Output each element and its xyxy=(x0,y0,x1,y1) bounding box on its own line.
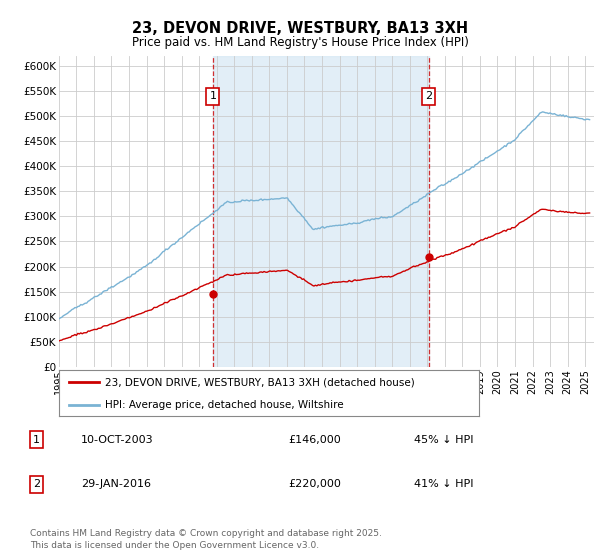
Text: 2: 2 xyxy=(425,91,432,101)
Text: 10-OCT-2003: 10-OCT-2003 xyxy=(81,435,154,445)
Text: 45% ↓ HPI: 45% ↓ HPI xyxy=(414,435,473,445)
Text: £220,000: £220,000 xyxy=(288,479,341,489)
Text: £146,000: £146,000 xyxy=(288,435,341,445)
Text: 41% ↓ HPI: 41% ↓ HPI xyxy=(414,479,473,489)
Text: 29-JAN-2016: 29-JAN-2016 xyxy=(81,479,151,489)
Text: 23, DEVON DRIVE, WESTBURY, BA13 3XH (detached house): 23, DEVON DRIVE, WESTBURY, BA13 3XH (det… xyxy=(105,377,415,388)
Text: 1: 1 xyxy=(209,91,217,101)
Bar xyxy=(213,56,429,367)
Text: Price paid vs. HM Land Registry's House Price Index (HPI): Price paid vs. HM Land Registry's House … xyxy=(131,36,469,49)
Text: 23, DEVON DRIVE, WESTBURY, BA13 3XH: 23, DEVON DRIVE, WESTBURY, BA13 3XH xyxy=(132,21,468,36)
Text: HPI: Average price, detached house, Wiltshire: HPI: Average price, detached house, Wilt… xyxy=(105,400,344,410)
Text: Contains HM Land Registry data © Crown copyright and database right 2025.
This d: Contains HM Land Registry data © Crown c… xyxy=(30,529,382,550)
Text: 1: 1 xyxy=(33,435,40,445)
Text: 2: 2 xyxy=(33,479,40,489)
